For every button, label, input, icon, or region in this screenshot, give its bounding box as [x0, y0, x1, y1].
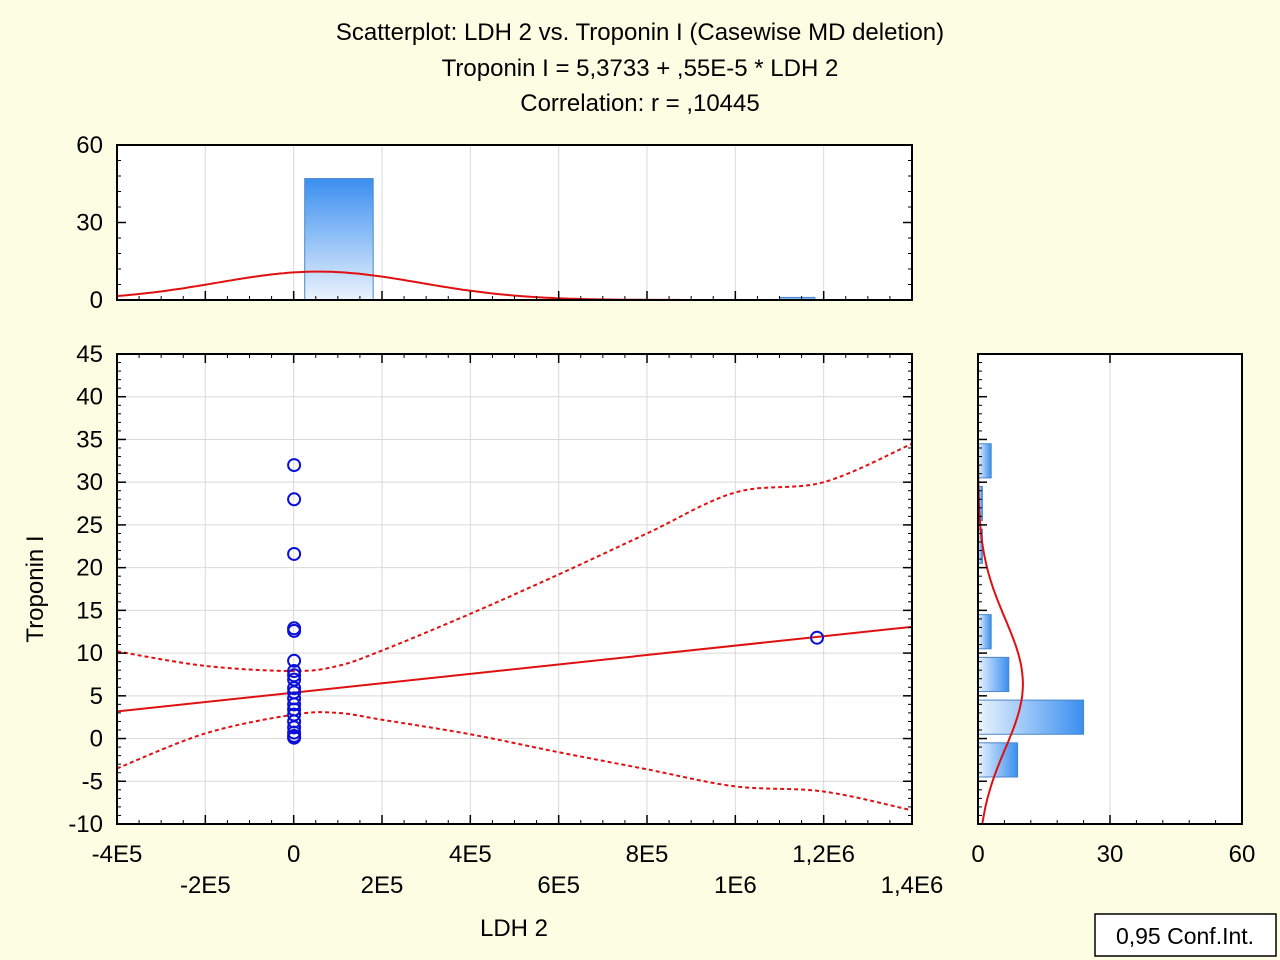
scatter-background	[117, 354, 912, 824]
top-normal-curve	[117, 270, 912, 300]
scatter-point	[287, 492, 302, 507]
y-tick-label: 40	[76, 384, 103, 411]
right-histogram-panel: 0 30 60	[971, 353, 1256, 868]
scatter-point	[287, 623, 302, 638]
y-axis-label: Troponin I	[22, 535, 49, 642]
x-tick-label: 0	[287, 841, 300, 868]
x-axis-label: LDH 2	[480, 915, 548, 942]
x-tick-label: 4E5	[449, 841, 492, 868]
top-y-tick-label: 0	[90, 287, 103, 314]
x-tick-label: 8E5	[626, 841, 669, 868]
chart-subtitle-correlation: Correlation: r = ,10445	[520, 90, 759, 117]
right-histogram-bar	[978, 742, 1019, 778]
scatter-point	[287, 458, 302, 473]
right-x-tick-label: 60	[1229, 841, 1256, 868]
regression-line	[117, 625, 912, 713]
y-tick-label: 0	[90, 726, 103, 753]
y-tick-label: 25	[76, 512, 103, 539]
x-tick-label: -2E5	[180, 872, 231, 899]
legend: 0,95 Conf.Int.	[1094, 913, 1277, 957]
scatter-point	[287, 546, 302, 561]
top-histogram-background	[117, 145, 912, 300]
right-histogram-bar	[978, 656, 1010, 693]
x-tick-label: -4E5	[92, 841, 143, 868]
scatter-point	[287, 653, 302, 668]
confidence-band-lower	[117, 711, 912, 812]
scatter-point	[287, 664, 302, 679]
top-histogram-bar	[304, 178, 374, 300]
scatter-point	[287, 681, 302, 696]
right-histogram-bar	[978, 699, 1085, 735]
top-y-tick-label: 30	[76, 210, 103, 237]
scatter-point	[287, 697, 302, 712]
right-x-tick-label: 30	[1097, 841, 1124, 868]
chart-subtitle-equation: Troponin I = 5,3733 + ,55E-5 * LDH 2	[442, 55, 839, 82]
scatter-point	[287, 730, 302, 745]
scatter-point	[287, 720, 302, 735]
top-histogram-panel: 60 30 0	[76, 132, 913, 314]
y-tick-label: 45	[76, 341, 103, 368]
legend-box	[1094, 913, 1277, 957]
chart-title: Scatterplot: LDH 2 vs. Troponin I (Casew…	[336, 19, 944, 46]
scatter-point	[810, 630, 825, 645]
x-tick-label: 1,2E6	[792, 841, 855, 868]
x-tick-label: 1,4E6	[881, 872, 944, 899]
right-x-tick-label: 0	[971, 841, 984, 868]
y-tick-label: 20	[76, 555, 103, 582]
confidence-band-upper	[117, 442, 912, 673]
y-tick-label: 30	[76, 469, 103, 496]
right-histogram-bar	[978, 614, 992, 650]
right-normal-curve	[978, 354, 1024, 824]
x-tick-label: 2E5	[361, 872, 404, 899]
scatter-panel: -4E5 0 4E5 8E5 1,2E6 -2E5 2E5 6E5 1E6 1,4E6 45 40 35…	[68, 341, 943, 899]
y-tick-label: -10	[68, 811, 103, 838]
y-tick-label: 15	[76, 597, 103, 624]
top-y-tick-label: 60	[76, 132, 103, 159]
right-histogram-bar	[978, 443, 992, 479]
x-tick-label: 6E5	[537, 872, 580, 899]
y-tick-label: 5	[90, 683, 103, 710]
y-tick-label: 10	[76, 640, 103, 667]
x-tick-label: 1E6	[714, 872, 757, 899]
y-tick-label: 35	[76, 426, 103, 453]
y-tick-label: -5	[82, 768, 103, 795]
legend-label: 0,95 Conf.Int.	[1116, 923, 1254, 949]
